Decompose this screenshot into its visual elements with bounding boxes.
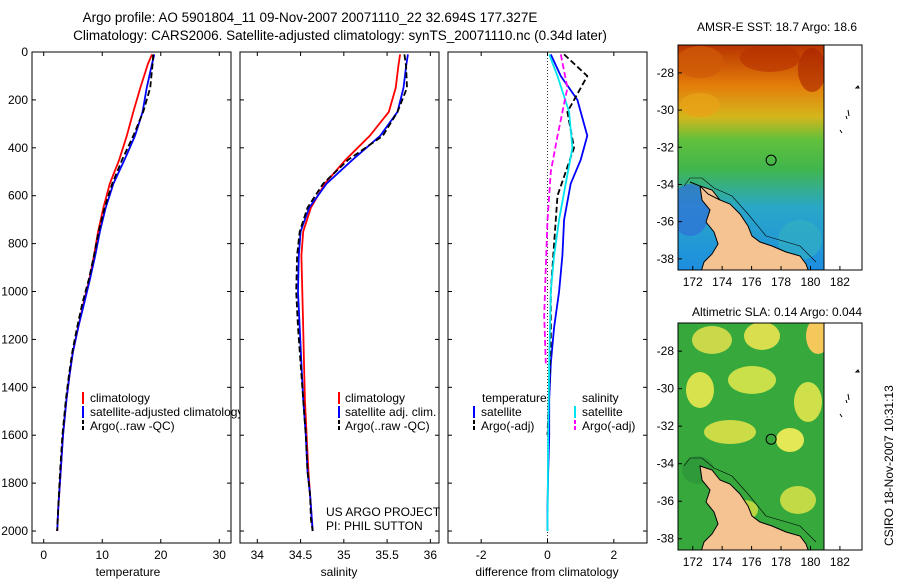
y-tick-label: 0 — [21, 45, 28, 59]
difference-panel: -2 0 2 difference from climatology tempera… — [447, 51, 648, 579]
difference-lines — [543, 53, 589, 532]
temperature-panel: 0 10 20 30 0 200 400 600 800 1000 1200 1400 1600 1800… — [1, 45, 243, 579]
temperature-xlabel: temperature — [96, 565, 161, 579]
temperature-lines — [56, 54, 156, 532]
map-y-tick-label: -30 — [657, 103, 675, 117]
x-tick-label: 35 — [337, 548, 351, 562]
legend-sal-satellite-label: satellite — [582, 405, 623, 419]
sst-kermadec-islands — [839, 85, 860, 134]
y-tick-label: 200 — [8, 93, 28, 107]
sla-map-title: Altimetric SLA: 0.14 Argo: 0.044 — [692, 305, 862, 319]
legend-satellite-label: satellite-adjusted climatology — [90, 405, 243, 419]
temperature-legend: climatology satellite-adjusted climatolo… — [82, 391, 243, 433]
sst-map-ticks: 172 174 176 178 180 182 -28 -30 -32 -34 -36 -38 — [657, 66, 851, 289]
y-tick-label: 400 — [8, 141, 28, 155]
sst-map-east-strip — [823, 44, 863, 271]
legend-temp-argo-label: Argo(-adj) — [481, 419, 534, 433]
legend-satellite-label: satellite adj. clim. — [345, 405, 436, 419]
map-x-tick-label: 178 — [771, 555, 791, 569]
map-x-tick-label: 176 — [742, 275, 762, 289]
map-x-tick-label: 180 — [800, 555, 820, 569]
y-tick-label: 2000 — [1, 524, 28, 538]
salinity-panel: 34 34.5 35 35.5 36 salinity climatology sate… — [239, 51, 441, 579]
x-tick-label: 20 — [154, 548, 168, 562]
map-y-tick-label: -38 — [657, 252, 675, 266]
map-x-tick-label: 182 — [830, 275, 850, 289]
sla-map-panel: Altimetric SLA: 0.14 Argo: 0.044 172 174 1… — [657, 305, 863, 569]
x-tick-label: 36 — [424, 548, 438, 562]
difference-xlabel: difference from climatology — [475, 565, 618, 579]
legend-climatology-label: climatology — [345, 391, 405, 405]
legend-argo-label: Argo(..raw -QC) — [345, 419, 430, 433]
map-y-tick-label: -38 — [657, 532, 675, 546]
map-x-tick-label: 176 — [742, 555, 762, 569]
map-x-tick-label: 178 — [771, 275, 791, 289]
legend-sal-argo-label: Argo(-adj) — [582, 419, 635, 433]
legend-temp-satellite-label: satellite — [481, 405, 522, 419]
x-tick-label: 34 — [251, 548, 265, 562]
map-y-tick-label: -28 — [657, 344, 675, 358]
legend-salinity-header: salinity — [582, 391, 619, 405]
pi-label: PI: PHIL SUTTON — [326, 519, 423, 533]
difference-ticks: -2 0 2 — [448, 51, 647, 562]
sst-land — [683, 177, 817, 270]
x-tick-label: 34.5 — [289, 548, 313, 562]
salinity-axes-box — [239, 51, 440, 544]
sst-argo-position-marker — [765, 154, 777, 166]
temperature-axes-box — [31, 51, 232, 544]
difference-legend: temperature satellite Argo(-adj) salinit… — [473, 391, 635, 433]
salinity-lines — [295, 54, 409, 532]
map-y-tick-label: -36 — [657, 494, 675, 508]
map-x-tick-label: 172 — [683, 555, 703, 569]
x-tick-label: 10 — [96, 548, 110, 562]
map-x-tick-label: 172 — [683, 275, 703, 289]
y-tick-label: 1800 — [1, 476, 28, 490]
x-tick-label: -2 — [476, 548, 487, 562]
sla-land — [683, 457, 817, 550]
x-tick-label: 30 — [213, 548, 227, 562]
project-label: US ARGO PROJECT — [326, 505, 441, 519]
map-y-tick-label: -34 — [657, 177, 675, 191]
y-tick-label: 1400 — [1, 380, 28, 394]
x-tick-label: 0 — [40, 548, 47, 562]
y-tick-label: 1200 — [1, 332, 28, 346]
map-y-tick-label: -30 — [657, 382, 675, 396]
map-x-tick-label: 180 — [800, 275, 820, 289]
sla-argo-position-marker — [765, 433, 777, 445]
sla-kermadec-islands — [839, 369, 860, 418]
legend-argo-label: Argo(..raw -QC) — [90, 419, 175, 433]
sst-map-title: AMSR-E SST: 18.7 Argo: 18.6 — [697, 20, 857, 34]
y-tick-label: 1000 — [1, 285, 28, 299]
y-tick-label: 800 — [8, 237, 28, 251]
map-y-tick-label: -36 — [657, 215, 675, 229]
map-x-tick-label: 182 — [830, 555, 850, 569]
map-y-tick-label: -28 — [657, 66, 675, 80]
timestamp-label: CSIRO 18-Nov-2007 10:31:13 — [882, 385, 896, 546]
series-line-argo-raw-qc — [295, 54, 408, 532]
legend-climatology-label: climatology — [90, 391, 150, 405]
series-line-argo-adj-salinity — [543, 54, 569, 364]
y-tick-label: 1600 — [1, 428, 28, 442]
sst-map-panel: AMSR-E SST: 18.7 Argo: 18.6 — [657, 20, 863, 289]
series-line-argo-raw-qc — [56, 54, 155, 532]
figure-title-line1: Argo profile: AO 5901804_11 09-Nov-2007 … — [82, 10, 538, 25]
x-tick-label: 2 — [610, 548, 617, 562]
map-y-tick-label: -32 — [657, 419, 675, 433]
legend-temperature-header: temperature — [482, 391, 547, 405]
x-tick-label: 0 — [544, 548, 551, 562]
temperature-ticks: 0 10 20 30 0 200 400 600 800 1000 1200 1400 1600 1800… — [1, 45, 231, 562]
map-x-tick-label: 174 — [712, 275, 732, 289]
sla-map-ticks: 172 174 176 178 180 182 -28 -30 -32 -34 -36 -38 — [657, 344, 851, 569]
salinity-legend: climatology satellite adj. clim. Argo(..… — [338, 391, 436, 433]
y-tick-label: 600 — [8, 189, 28, 203]
x-tick-label: 35.5 — [375, 548, 399, 562]
figure-title-line2: Climatology: CARS2006. Satellite-adjuste… — [73, 28, 607, 43]
map-y-tick-label: -34 — [657, 457, 675, 471]
map-x-tick-label: 174 — [712, 555, 732, 569]
salinity-xlabel: salinity — [321, 565, 358, 579]
salinity-ticks: 34 34.5 35 35.5 36 — [240, 51, 439, 562]
sla-map-east-strip — [823, 322, 863, 551]
map-y-tick-label: -32 — [657, 140, 675, 154]
